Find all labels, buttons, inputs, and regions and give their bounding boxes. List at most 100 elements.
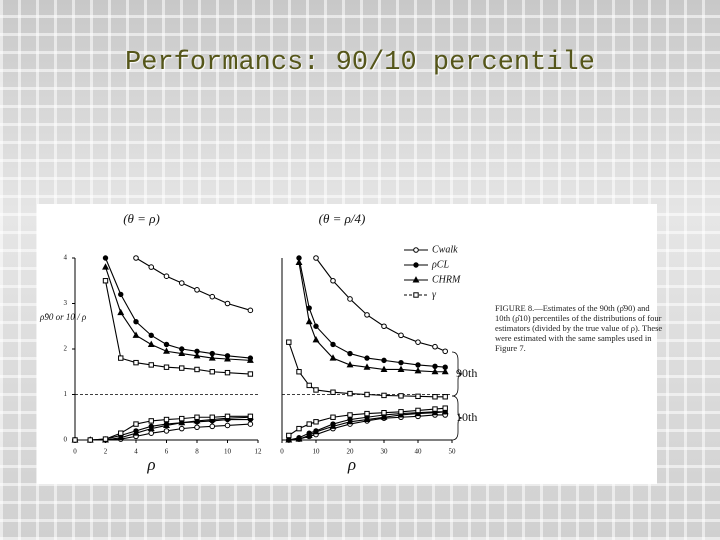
x-tick-label: 6 bbox=[165, 448, 169, 456]
marker bbox=[193, 351, 201, 359]
series-line bbox=[104, 280, 251, 375]
brace bbox=[451, 395, 463, 441]
marker bbox=[305, 317, 313, 325]
marker bbox=[87, 437, 93, 443]
marker bbox=[432, 343, 438, 350]
marker bbox=[347, 350, 353, 357]
marker bbox=[224, 355, 231, 362]
y-axis-label: ρ̂90 or 10 / ρ bbox=[39, 312, 87, 322]
marker bbox=[163, 364, 170, 370]
marker bbox=[441, 407, 449, 415]
legend-marker bbox=[412, 276, 420, 283]
marker bbox=[102, 263, 109, 270]
marker bbox=[432, 406, 438, 412]
marker bbox=[224, 300, 231, 307]
marker bbox=[178, 280, 185, 286]
marker bbox=[347, 390, 353, 397]
legend-label: Cwalk bbox=[432, 244, 458, 255]
marker bbox=[415, 393, 421, 400]
marker bbox=[247, 371, 254, 377]
marker bbox=[346, 361, 354, 368]
legend-label: ρCL bbox=[431, 259, 449, 270]
marker bbox=[364, 312, 370, 318]
marker bbox=[163, 347, 170, 354]
marker bbox=[118, 430, 124, 436]
marker bbox=[163, 421, 170, 428]
y-tick-label: 4 bbox=[64, 254, 68, 262]
y-tick-label: 3 bbox=[64, 299, 68, 307]
annotation: 90th bbox=[456, 366, 477, 380]
legend-marker bbox=[413, 247, 419, 253]
marker bbox=[148, 332, 154, 339]
x-tick-label: 40 bbox=[415, 448, 423, 456]
marker bbox=[178, 425, 185, 432]
marker bbox=[431, 367, 439, 375]
marker bbox=[193, 417, 201, 424]
marker bbox=[295, 435, 303, 442]
marker bbox=[380, 413, 388, 420]
marker bbox=[330, 389, 336, 395]
marker bbox=[178, 418, 186, 426]
marker bbox=[286, 339, 292, 345]
caption: FIGURE 8.—Estimates of the 90th (ρ̂90) a… bbox=[495, 303, 663, 353]
marker bbox=[163, 416, 170, 423]
marker bbox=[306, 421, 312, 427]
marker bbox=[363, 363, 371, 370]
x-tick-label: 4 bbox=[134, 448, 138, 456]
panel-title: (θ = ρ) bbox=[123, 211, 160, 226]
marker bbox=[286, 432, 292, 439]
x-tick-label: 10 bbox=[224, 448, 232, 456]
marker bbox=[148, 418, 154, 424]
marker bbox=[247, 421, 254, 427]
x-tick-label: 8 bbox=[195, 448, 199, 456]
y-tick-label: 0 bbox=[64, 436, 68, 444]
marker bbox=[398, 332, 404, 339]
marker bbox=[414, 366, 422, 374]
marker bbox=[194, 414, 200, 420]
marker bbox=[381, 410, 387, 416]
marker bbox=[397, 411, 405, 418]
panel-title: (θ = ρ/4) bbox=[319, 211, 366, 226]
marker bbox=[179, 415, 185, 422]
marker bbox=[133, 421, 139, 427]
marker bbox=[415, 407, 421, 414]
y-tick-label: 2 bbox=[64, 345, 68, 353]
x-tick-label: 2 bbox=[104, 448, 108, 456]
marker bbox=[312, 427, 320, 435]
legend-marker bbox=[413, 292, 419, 298]
marker bbox=[102, 255, 109, 261]
marker bbox=[295, 258, 303, 266]
marker bbox=[148, 362, 154, 368]
x-tick-label: 10 bbox=[313, 448, 321, 456]
legend-marker bbox=[413, 262, 419, 268]
marker bbox=[209, 369, 215, 375]
marker bbox=[118, 291, 124, 298]
x-tick-label: 0 bbox=[73, 448, 77, 456]
x-tick-label: 50 bbox=[449, 448, 457, 456]
brace bbox=[451, 351, 463, 397]
marker bbox=[209, 414, 215, 420]
marker bbox=[147, 340, 155, 347]
marker bbox=[398, 393, 404, 399]
marker bbox=[209, 293, 216, 300]
marker bbox=[329, 354, 337, 361]
marker bbox=[415, 362, 421, 368]
marker bbox=[397, 365, 405, 372]
marker bbox=[347, 296, 353, 302]
marker bbox=[364, 410, 370, 417]
marker bbox=[313, 419, 319, 425]
marker bbox=[163, 341, 170, 348]
marker bbox=[208, 354, 216, 361]
marker bbox=[432, 363, 438, 369]
marker bbox=[133, 255, 139, 261]
marker bbox=[329, 422, 337, 429]
marker bbox=[364, 391, 370, 398]
marker bbox=[163, 428, 170, 434]
marker bbox=[442, 348, 449, 355]
marker bbox=[347, 412, 353, 418]
marker bbox=[330, 414, 336, 420]
marker bbox=[118, 355, 124, 361]
marker bbox=[398, 359, 404, 366]
x-tick-label: 30 bbox=[381, 448, 389, 456]
